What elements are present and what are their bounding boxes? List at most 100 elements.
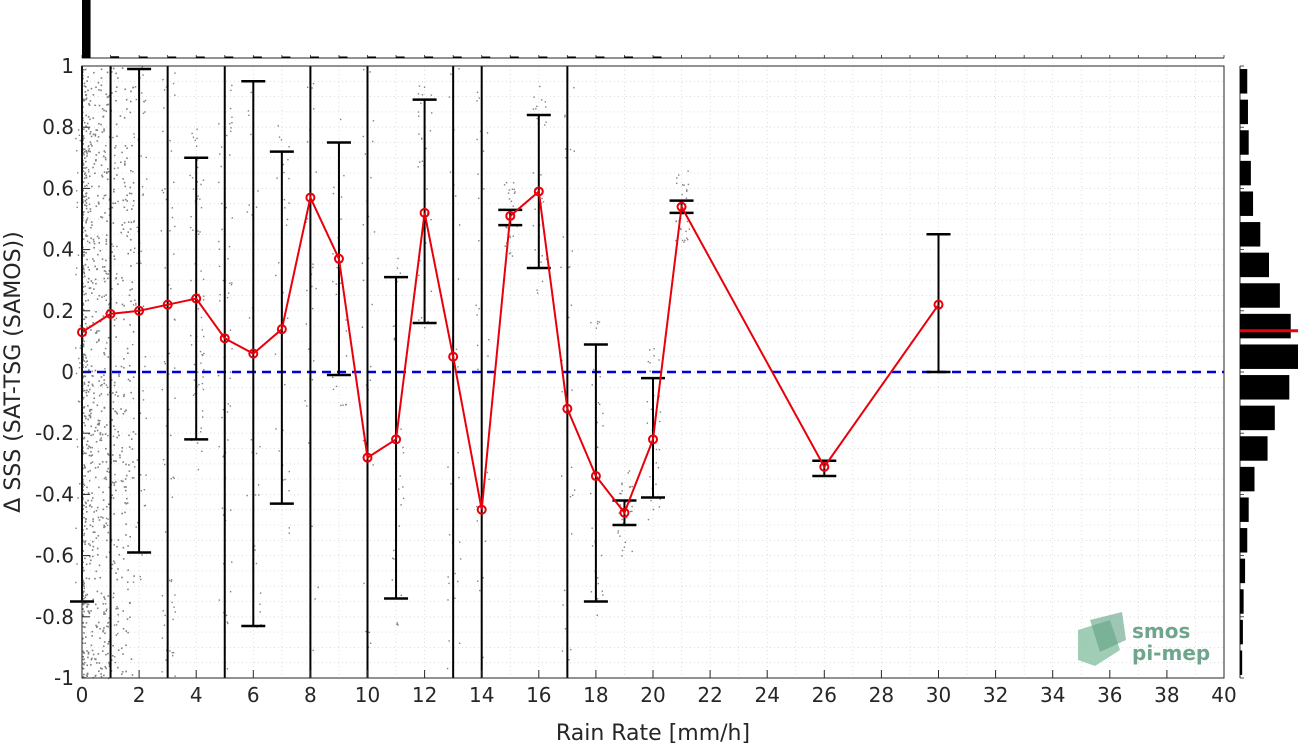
- scatter-point: [161, 595, 164, 597]
- scatter-point: [121, 576, 123, 579]
- scatter-point: [283, 198, 286, 201]
- scatter-point: [457, 278, 460, 280]
- scatter-point: [112, 67, 115, 70]
- scatter-point: [139, 412, 142, 415]
- scatter-point: [140, 578, 142, 581]
- scatter-point: [125, 486, 127, 488]
- scatter-point: [505, 226, 507, 228]
- scatter-point: [94, 476, 97, 479]
- scatter-point: [286, 218, 289, 221]
- scatter-point: [229, 329, 232, 331]
- scatter-point: [478, 239, 480, 242]
- scatter-point: [220, 202, 223, 205]
- scatter-point: [199, 431, 202, 433]
- scatter-point: [162, 78, 164, 81]
- scatter-point: [194, 392, 196, 395]
- scatter-point: [162, 191, 165, 194]
- scatter-point: [82, 345, 85, 348]
- scatter-point: [458, 224, 461, 226]
- scatter-point: [77, 400, 80, 403]
- scatter-point: [120, 231, 123, 234]
- scatter-point: [681, 239, 684, 242]
- scatter-point: [82, 662, 84, 665]
- scatter-point: [484, 540, 487, 542]
- scatter-point: [561, 359, 563, 362]
- scatter-point: [544, 124, 546, 126]
- scatter-point: [135, 98, 138, 101]
- scatter-point: [86, 510, 88, 513]
- scatter-point: [482, 577, 484, 579]
- scatter-point: [102, 266, 104, 268]
- scatter-point: [686, 237, 688, 239]
- scatter-point: [85, 130, 88, 133]
- scatter-point: [533, 96, 535, 98]
- scatter-point: [111, 563, 114, 566]
- scatter-point: [82, 226, 85, 229]
- scatter-point: [124, 502, 126, 504]
- x-tick-label: 28: [869, 683, 894, 707]
- scatter-point: [570, 304, 573, 306]
- scatter-point: [421, 137, 423, 140]
- scatter-point: [118, 373, 120, 376]
- scatter-point: [231, 121, 233, 124]
- scatter-point: [114, 202, 117, 204]
- scatter-point: [516, 225, 519, 228]
- scatter-point: [87, 447, 89, 450]
- scatter-point: [85, 443, 88, 446]
- scatter-point: [82, 167, 85, 169]
- scatter-point: [98, 237, 100, 240]
- scatter-point: [84, 543, 86, 545]
- scatter-point: [90, 221, 93, 223]
- scatter-point: [285, 224, 288, 226]
- scatter-point: [89, 504, 92, 506]
- smos-pi-mep-logo: smos pi-mep: [1078, 612, 1210, 666]
- scatter-point: [659, 420, 661, 423]
- scatter-point: [622, 522, 625, 524]
- scatter-point: [454, 572, 456, 575]
- scatter-point: [82, 406, 84, 409]
- scatter-point: [129, 228, 132, 230]
- scatter-point: [83, 153, 85, 156]
- scatter-point: [122, 279, 124, 282]
- scatter-point: [88, 543, 90, 545]
- scatter-point: [96, 423, 99, 426]
- scatter-point: [85, 357, 87, 359]
- scatter-point: [89, 118, 91, 121]
- scatter-point: [418, 319, 420, 321]
- scatter-point: [275, 274, 277, 277]
- scatter-point: [202, 335, 205, 338]
- scatter-point: [646, 422, 649, 424]
- scatter-point: [231, 561, 233, 563]
- scatter-point: [143, 489, 146, 491]
- scatter-point: [219, 300, 221, 302]
- scatter-point: [545, 258, 548, 260]
- scatter-point: [90, 365, 93, 367]
- scatter-point: [103, 382, 106, 385]
- scatter-point: [104, 603, 107, 605]
- scatter-point: [288, 527, 291, 529]
- scatter-point: [91, 630, 94, 633]
- scatter-point: [124, 88, 127, 91]
- right-histogram-bar: [1240, 313, 1291, 339]
- scatter-point: [97, 534, 100, 537]
- scatter-point: [115, 145, 117, 147]
- scatter-point: [127, 631, 129, 634]
- scatter-point: [202, 388, 205, 391]
- scatter-point: [304, 400, 306, 402]
- scatter-point: [107, 503, 110, 506]
- scatter-point: [84, 596, 87, 599]
- scatter-point: [82, 581, 85, 584]
- scatter-point: [83, 98, 85, 100]
- scatter-point: [681, 193, 683, 196]
- scatter-point: [91, 145, 93, 147]
- scatter-point: [110, 538, 113, 541]
- scatter-point: [276, 177, 278, 179]
- scatter-point: [107, 453, 110, 456]
- scatter-point: [105, 93, 108, 96]
- scatter-point: [125, 409, 127, 412]
- scatter-point: [136, 262, 138, 265]
- top-histogram-bar: [338, 56, 348, 58]
- scatter-point: [99, 637, 101, 639]
- scatter-point: [94, 577, 96, 580]
- scatter-point: [174, 72, 176, 74]
